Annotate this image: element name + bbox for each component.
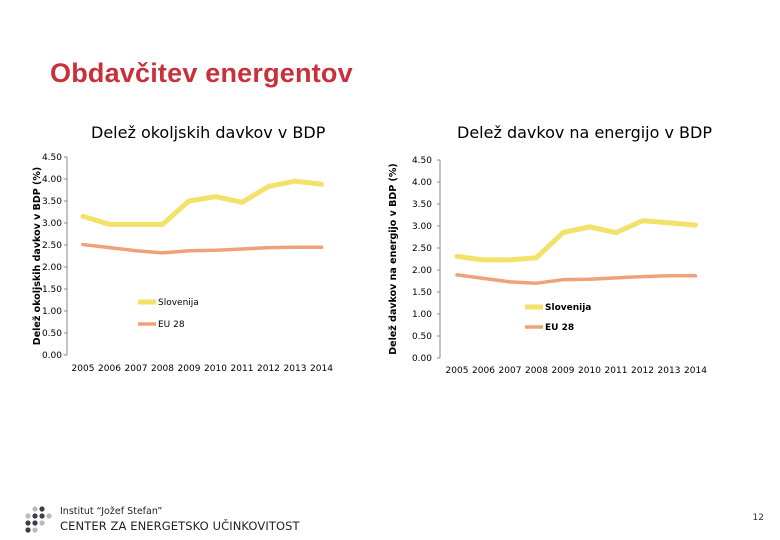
y-tick-label: 2.00 <box>42 263 62 273</box>
y-tick-label: 2.50 <box>412 244 432 254</box>
y-tick-label: 4.00 <box>42 175 62 185</box>
x-tick-label: 2009 <box>178 364 201 374</box>
slide-title: Obdavčitev energentov <box>50 58 353 88</box>
logo-dot <box>32 520 38 526</box>
y-tick-label: 3.50 <box>412 200 432 210</box>
page-number: 12 <box>752 513 764 523</box>
chart-svg: 0.00 0.50 1.00 1.50 2.00 2.50 3.00 3.50 4.00 4.50… <box>388 156 707 376</box>
logo-dot <box>32 527 38 533</box>
legend-label: EU 28 <box>545 323 574 333</box>
chart-title: Delež davkov na energijo v BDP <box>457 123 712 142</box>
x-tick-label: 2006 <box>472 366 495 376</box>
x-tick-label: 2006 <box>98 364 121 374</box>
legend-label: EU 28 <box>158 320 185 330</box>
x-tick-label: 2013 <box>284 364 307 374</box>
x-tick-label: 2014 <box>684 366 707 376</box>
y-tick-label: 4.50 <box>42 153 62 163</box>
series-line-eu-28 <box>81 242 324 255</box>
logo-dot <box>39 506 45 512</box>
y-tick-label: 0.00 <box>412 354 432 364</box>
y-tick-label: 1.00 <box>412 310 432 320</box>
y-tick-label: 3.50 <box>42 197 62 207</box>
y-axis-label: Delež davkov na energijo v BDP (%) <box>388 163 399 354</box>
x-tick-label: 2008 <box>151 364 174 374</box>
logo-dot <box>25 513 31 519</box>
x-tick-label: 2008 <box>525 366 548 376</box>
y-axis-label: Delež okoljskih davkov v BDP (%) <box>32 167 43 345</box>
series-line-slovenija <box>454 218 698 263</box>
y-tick-label: 3.00 <box>412 222 432 232</box>
logo-dot <box>25 520 31 526</box>
logo-dot <box>46 513 52 519</box>
x-tick-label: 2013 <box>658 366 681 376</box>
x-tick-label: 2010 <box>578 366 601 376</box>
y-tick-label: 0.50 <box>412 332 432 342</box>
x-tick-label: 2007 <box>125 364 148 374</box>
y-tick-label: 1.50 <box>412 288 432 298</box>
y-tick-label: 4.50 <box>412 156 432 166</box>
x-tick-label: 2011 <box>605 366 628 376</box>
logo-dot <box>25 527 31 533</box>
y-tick-label: 1.00 <box>42 307 62 317</box>
institute-logo-icon <box>25 506 52 533</box>
logo-dot <box>39 520 45 526</box>
x-tick-label: 2012 <box>257 364 280 374</box>
y-tick-label: 2.50 <box>42 241 62 251</box>
y-tick-label: 3.00 <box>42 219 62 229</box>
series-line-eu-28 <box>455 273 698 285</box>
chart-svg: 0.00 0.50 1.00 1.50 2.00 2.50 3.00 3.50 4.00 4.50… <box>32 153 333 374</box>
x-tick-label: 2012 <box>631 366 654 376</box>
footer-center-name: CENTER ZA ENERGETSKO UČINKOVITOST <box>60 519 300 533</box>
chart-title: Delež okoljskih davkov v BDP <box>91 123 326 142</box>
logo-dot <box>39 513 45 519</box>
x-tick-label: 2010 <box>204 364 227 374</box>
footer-institute-name: Institut “Jožef Stefan” <box>60 506 163 517</box>
y-tick-label: 2.00 <box>412 266 432 276</box>
x-tick-label: 2014 <box>310 364 333 374</box>
y-tick-label: 4.00 <box>412 178 432 188</box>
x-tick-label: 2011 <box>231 364 254 374</box>
y-tick-label: 1.50 <box>42 285 62 295</box>
legend-label: Slovenija <box>158 298 199 308</box>
y-tick-label: 0.50 <box>42 329 62 339</box>
series-line-slovenija <box>80 178 324 227</box>
x-tick-label: 2009 <box>552 366 575 376</box>
logo-dot <box>32 506 38 512</box>
y-tick-label: 0.00 <box>42 351 62 361</box>
x-tick-label: 2007 <box>499 366 522 376</box>
x-tick-label: 2005 <box>446 366 469 376</box>
logo-dot <box>32 513 38 519</box>
x-tick-label: 2005 <box>72 364 95 374</box>
legend-label: Slovenija <box>545 303 591 313</box>
